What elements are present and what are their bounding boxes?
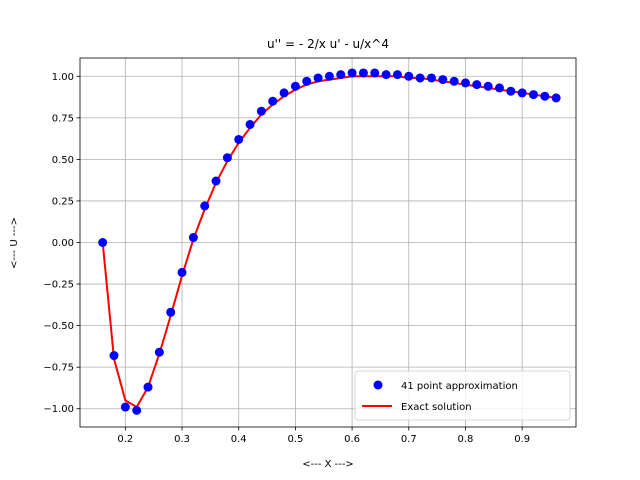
approximation-point [494,83,504,93]
approximation-point [404,71,414,81]
approximation-point [200,201,210,211]
y-tick-label: 0.75 [52,113,74,124]
approximation-point [302,76,312,86]
approximation-point [415,73,425,83]
approximation-point [120,402,130,412]
x-tick-label: 0.8 [458,434,474,445]
approximation-point [222,153,232,163]
approximation-point [324,71,334,81]
approximation-point [517,88,527,98]
legend-box [354,370,571,421]
y-tick-label: −1.00 [43,404,74,415]
legend-label-approximation: 41 point approximation [401,381,518,392]
approximation-point [177,267,187,277]
approximation-point [449,76,459,86]
approximation-series [98,68,561,415]
y-tick-label: 0.50 [52,155,74,166]
approximation-point [551,93,561,103]
x-tick-label: 0.2 [117,434,133,445]
approximation-point [426,73,436,83]
approximation-point [143,382,153,392]
grid [80,58,576,427]
x-tick-label: 0.3 [174,434,190,445]
approximation-point [506,86,516,96]
y-tick-label: −0.75 [43,363,74,374]
approximation-point [472,80,482,90]
approximation-point [460,78,470,88]
y-axis-ticks: −1.00 −0.75 −0.50 −0.25 0.00 0.25 0.50 0.75 1.00 [43,72,80,415]
approximation-point [370,68,380,78]
approximation-point [154,347,164,357]
x-axis-label: <--- X ---> [302,459,354,470]
x-tick-label: 0.6 [344,434,360,445]
approximation-point [381,70,391,80]
approximation-point [483,81,493,91]
approximation-point [256,106,266,116]
approximation-point [347,68,357,78]
approximation-point [336,70,346,80]
approximation-point [438,75,448,85]
approximation-point [132,405,142,415]
approximation-point [392,70,402,80]
approximation-point [528,90,538,100]
approximation-point [540,91,550,101]
x-tick-label: 0.7 [401,434,417,445]
y-axis-label: <--- U ---> [9,217,20,269]
approximation-point [290,81,300,91]
y-tick-label: 0.25 [52,196,74,207]
legend-label-exact: Exact solution [401,402,472,413]
x-axis-ticks: 0.2 0.3 0.4 0.5 0.6 0.7 0.8 0.9 [117,427,530,445]
legend: 41 point approximation Exact solution [354,370,571,421]
approximation-point [279,88,289,98]
legend-marker-approximation [373,380,383,390]
y-tick-label: 1.00 [52,72,74,83]
approximation-point [245,119,255,129]
approximation-point [268,96,278,106]
approximation-point [98,238,108,247]
approximation-point [358,68,368,78]
approximation-point [234,134,244,144]
y-tick-label: −0.25 [43,280,74,291]
chart-title: u'' = - 2/x u' - u/x^4 [267,37,389,51]
approximation-point [313,73,323,83]
approximation-point [211,176,221,186]
x-tick-label: 0.4 [231,434,247,445]
x-tick-label: 0.5 [287,434,303,445]
y-tick-label: 0.00 [52,238,74,249]
approximation-point [188,233,198,243]
x-tick-label: 0.9 [514,434,530,445]
y-tick-label: −0.50 [43,321,74,332]
approximation-point [166,307,176,317]
approximation-point [109,351,119,361]
